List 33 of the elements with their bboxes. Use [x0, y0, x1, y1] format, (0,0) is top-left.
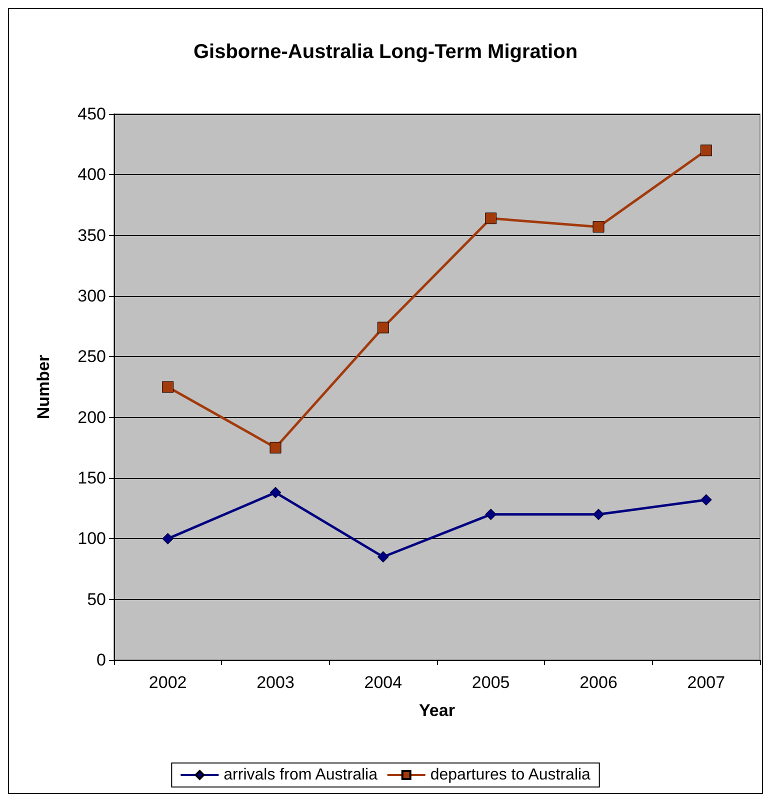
- point: [162, 381, 174, 393]
- y-tick-label: 150: [78, 468, 106, 488]
- point: [162, 532, 174, 544]
- point: [377, 551, 389, 563]
- point: [592, 508, 604, 520]
- y-tick-label: 300: [78, 286, 106, 306]
- y-tick-label: 0: [96, 650, 106, 670]
- y-tick-label: 200: [78, 408, 106, 427]
- y-tick-label: 50: [87, 590, 106, 609]
- point: [270, 442, 282, 454]
- x-tick-label: 2003: [256, 673, 294, 692]
- y-tick-label: 100: [78, 529, 106, 548]
- y-tick-label: 450: [78, 104, 106, 124]
- x-tick-label: 2006: [580, 673, 618, 692]
- point: [485, 212, 497, 224]
- y-axis-title: Number: [34, 354, 53, 420]
- point: [592, 221, 604, 233]
- x-tick-label: 2004: [364, 673, 402, 692]
- y-tick-label: 400: [78, 165, 106, 184]
- chart-title: Gisborne-Australia Long-Term Migration: [193, 41, 578, 63]
- y-tick-label: 350: [78, 226, 106, 245]
- point: [700, 494, 712, 506]
- y-tick-label: 250: [78, 347, 106, 366]
- legend-label: departures to Australia: [430, 766, 591, 784]
- legend-label: arrivals from Australia: [224, 766, 378, 784]
- point: [485, 508, 497, 520]
- point: [700, 144, 712, 156]
- point: [377, 322, 389, 334]
- x-tick-label: 2002: [148, 673, 187, 692]
- x-axis-title: Year: [419, 701, 456, 720]
- point: [270, 486, 282, 498]
- x-tick-label: 2007: [687, 673, 726, 692]
- x-tick-label: 2005: [472, 673, 510, 692]
